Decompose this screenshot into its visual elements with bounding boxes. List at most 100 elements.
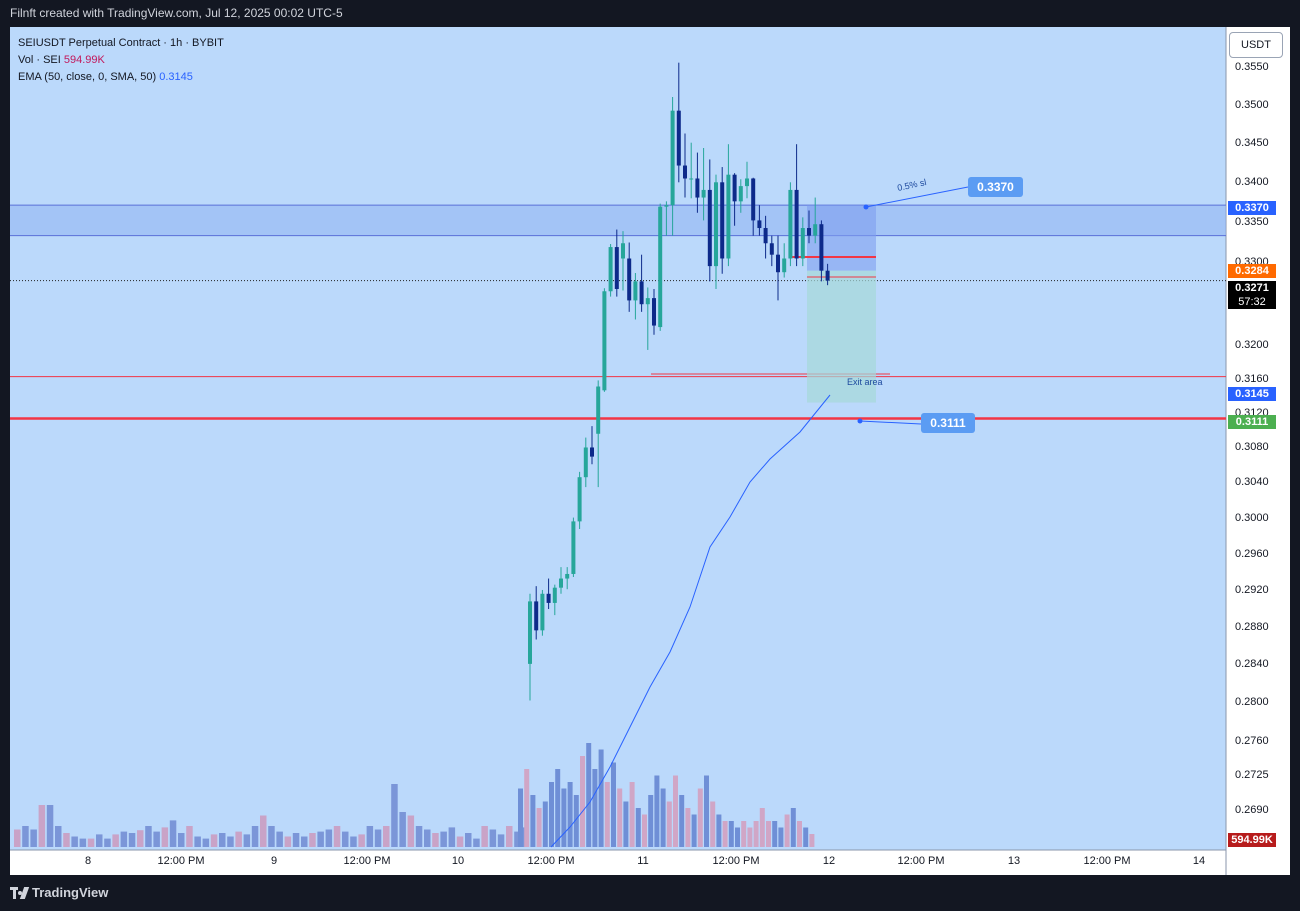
- volume-bar: [524, 769, 530, 847]
- volume-bar: [598, 749, 604, 847]
- volume-bar: [210, 834, 218, 847]
- legend-volume[interactable]: Vol · SEI 594.99K: [18, 52, 224, 69]
- candle-body: [664, 205, 669, 207]
- volume-bar: [697, 788, 703, 847]
- volume-bar: [642, 814, 647, 847]
- chart-pane[interactable]: [10, 27, 1290, 875]
- target-connector-line: [859, 420, 922, 425]
- candle-body: [559, 578, 563, 588]
- candle-body: [540, 593, 545, 631]
- volume-bar: [350, 836, 357, 847]
- volume-bar: [301, 836, 308, 847]
- candle-body: [782, 258, 787, 273]
- volume-bar: [383, 826, 390, 847]
- y-tick-label: 0.3080: [1235, 441, 1269, 453]
- candle-body: [565, 573, 570, 579]
- volume-bar: [96, 834, 103, 847]
- volume-bar: [243, 834, 251, 847]
- volume-bar: [46, 805, 54, 847]
- legend-volume-label: Vol · SEI: [18, 54, 61, 66]
- volume-bar: [803, 827, 809, 847]
- currency-button[interactable]: USDT: [1229, 32, 1283, 58]
- x-tick-label: 12:00 PM: [1083, 855, 1131, 867]
- volume-bar: [586, 743, 592, 847]
- volume-bar: [567, 782, 573, 847]
- volume-bar: [506, 826, 513, 847]
- volume-bar: [63, 833, 70, 847]
- volume-bar: [87, 838, 95, 847]
- volume-bar: [759, 808, 765, 847]
- candle-body: [645, 298, 650, 305]
- y-tick-label: 0.2960: [1235, 548, 1269, 560]
- x-tick-label: 12: [822, 855, 836, 867]
- y-tick-label: 0.2800: [1235, 696, 1269, 708]
- volume-bar: [333, 826, 341, 847]
- volume-bar: [741, 821, 747, 847]
- volume-bar: [536, 808, 542, 847]
- candle-body: [528, 601, 532, 664]
- volume-bar: [489, 829, 497, 847]
- volume-bar: [309, 833, 316, 847]
- legend-ema[interactable]: EMA (50, close, 0, SMA, 50) 0.3145: [18, 69, 224, 86]
- stop-connector-line: [865, 186, 969, 208]
- volume-bar: [22, 826, 29, 847]
- candle-body: [800, 228, 805, 259]
- ema-price-label: 0.3145: [1228, 387, 1276, 401]
- legend-volume-value: 594.99K: [63, 54, 105, 66]
- y-tick-label: 0.3200: [1235, 339, 1269, 351]
- volume-bar: [260, 815, 267, 847]
- candle-body: [720, 182, 725, 259]
- volume-bar: [790, 808, 796, 847]
- volume-bar: [342, 831, 349, 847]
- candle-body: [590, 447, 594, 457]
- volume-bar: [194, 836, 201, 847]
- volume-bar: [399, 812, 406, 847]
- volume-bar: [660, 788, 666, 847]
- volume-bar: [772, 821, 778, 847]
- candle-body: [602, 291, 607, 391]
- candle-body: [726, 174, 731, 259]
- volume-bar: [448, 827, 456, 847]
- volume-bar: [691, 814, 697, 847]
- price-chart-svg[interactable]: [10, 27, 1290, 875]
- candle-body: [745, 178, 749, 187]
- stop-loss-tag[interactable]: 0.3370: [968, 177, 1023, 197]
- candle-body: [819, 224, 824, 271]
- x-tick-label: 12:00 PM: [527, 855, 575, 867]
- volume-bar: [722, 821, 728, 847]
- chart-caption: Filnft created with TradingView.com, Jul…: [10, 6, 343, 20]
- legend-symbol[interactable]: SEIUSDT Perpetual Contract · 1h · BYBIT: [18, 37, 224, 49]
- volume-bar: [14, 829, 21, 847]
- candle-body: [738, 186, 743, 202]
- volume-bar: [276, 831, 283, 847]
- volume-bar: [374, 829, 382, 847]
- y-tick-label: 0.3160: [1235, 373, 1269, 385]
- volume-bar: [549, 782, 554, 847]
- volume-bar: [178, 833, 185, 847]
- candle-body: [614, 247, 619, 289]
- volume-bar: [440, 831, 447, 847]
- volume-bar: [104, 838, 111, 847]
- volume-bar: [635, 808, 641, 847]
- volume-bar: [611, 762, 616, 847]
- volume-bar: [120, 831, 128, 847]
- x-tick-label: 8: [84, 855, 92, 867]
- resistance-zone: [10, 205, 1226, 236]
- volume-bar: [366, 826, 374, 847]
- tradingview-brand[interactable]: TradingView: [10, 885, 108, 900]
- exit-area-note: Exit area: [847, 377, 883, 387]
- volume-bar: [391, 784, 398, 847]
- tradingview-logo-icon: [10, 886, 30, 899]
- ema-line: [550, 394, 831, 848]
- target-connector-dot: [857, 418, 863, 424]
- volume-bar: [778, 827, 784, 847]
- y-tick-label: 0.2690: [1235, 804, 1269, 816]
- candle-body: [658, 206, 663, 328]
- position-target-zone: [807, 270, 876, 403]
- take-profit-tag[interactable]: 0.3111: [921, 413, 975, 433]
- candle-body: [707, 189, 712, 267]
- stop-price-label: 0.3370: [1228, 201, 1276, 215]
- volume-bar: [573, 795, 579, 847]
- position-stop-zone: [807, 205, 876, 271]
- x-tick-label: 13: [1007, 855, 1021, 867]
